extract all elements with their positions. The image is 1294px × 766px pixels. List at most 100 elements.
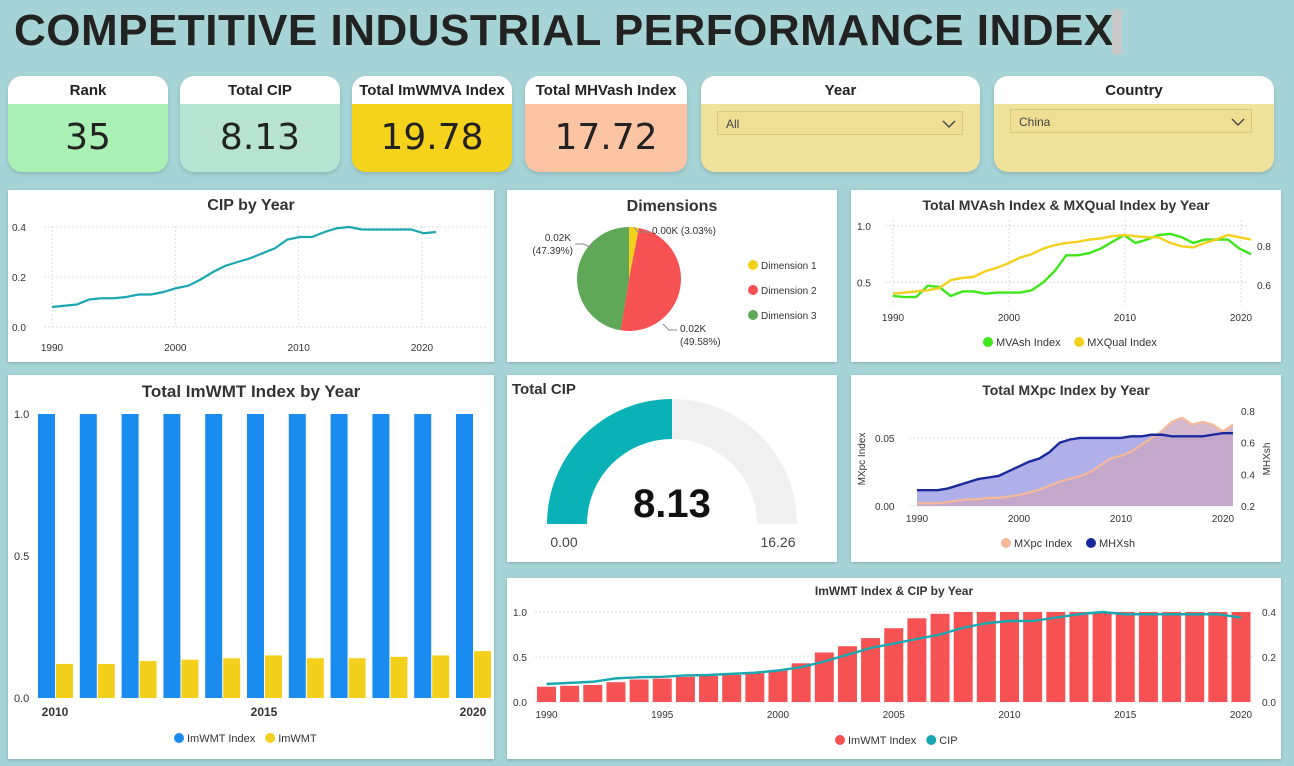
mvash-mxqual-card: Total MVAsh Index & MXQual Index by Year… — [851, 190, 1281, 362]
pie-leader-line — [575, 243, 594, 249]
bar — [1138, 612, 1158, 702]
x-tick-label: 1995 — [651, 710, 674, 721]
bar — [1185, 612, 1205, 702]
kpi-mhvash-value: 17.72 — [525, 104, 687, 172]
bar — [907, 618, 927, 702]
bar — [1162, 612, 1182, 702]
bar — [456, 414, 473, 698]
mxpc-card: Total MXpc Index by Year 0.00 0.05 0.2 0.4 0… — [851, 375, 1281, 562]
mvash-mxqual-chart: 0.5 1.0 0.6 0.8 1990 2000 2010 2020 MVAsh Index M… — [857, 220, 1271, 349]
pie-data-label: 0.02K — [545, 233, 571, 244]
legend-marker — [1001, 538, 1011, 548]
pie-data-label: (49.58%) — [680, 337, 721, 348]
cip-by-year-title: CIP by Year — [207, 197, 295, 214]
cip-by-year-chart: 0.0 0.2 0.4 1990 2000 2010 2020 — [12, 223, 486, 354]
cip-line — [546, 610, 1242, 686]
y-tick-label: 0.5 — [14, 551, 29, 563]
cip-by-year-card: CIP by Year 0.0 0.2 0.4 1990 2000 2010 2020 — [8, 190, 494, 362]
legend-label: Dimension 1 — [761, 261, 817, 272]
imwmt-cip-chart: 0.0 0.5 1.0 0.0 0.2 0.4 1990 1995 2000 2005 2010 20… — [513, 608, 1276, 747]
mvash-mxqual-title: Total MVAsh Index & MXQual Index by Year — [922, 197, 1210, 213]
x-tick-label: 2000 — [767, 710, 790, 721]
pie-slice-1 — [629, 227, 639, 279]
pie-leader-line — [633, 226, 650, 233]
y-tick-label-right: 0.2 — [1241, 502, 1255, 513]
page-title: COMPETITIVE INDUSTRIAL PERFORMANCE INDEX — [14, 6, 1114, 55]
bar — [139, 661, 157, 698]
bar — [560, 685, 580, 702]
x-tick-label: 2010 — [998, 710, 1021, 721]
year-dropdown-value: All — [726, 117, 740, 131]
mxpc-title: Total MXpc Index by Year — [982, 382, 1150, 398]
x-tick-label: 2010 — [1114, 313, 1137, 324]
x-tick-label: 2000 — [1008, 514, 1031, 525]
x-tick-label: 1990 — [41, 343, 64, 354]
bar — [814, 652, 834, 702]
bar — [583, 684, 603, 702]
x-tick-label: 2020 — [1212, 514, 1235, 525]
x-tick-label: 2020 — [1230, 313, 1253, 324]
y-tick-label: 1.0 — [513, 608, 527, 619]
year-dropdown[interactable]: All — [717, 111, 963, 135]
imwmt-bar-chart: 0.0 0.5 1.0 2010 2015 2020 ImWMT Index ImWMT — [14, 409, 491, 745]
mxpc-chart: 0.00 0.05 0.2 0.4 0.6 0.8 MXpc Index MHXsh 1990 2… — [857, 407, 1273, 550]
bar — [288, 414, 306, 698]
legend-marker — [748, 285, 758, 295]
bar — [537, 686, 556, 702]
bar — [97, 663, 115, 698]
bar — [306, 658, 324, 698]
x-tick-label: 2020 — [1230, 710, 1253, 721]
bar — [652, 678, 672, 702]
imwmt-cip-title: ImWMT Index & CIP by Year — [814, 584, 974, 598]
bar — [1092, 612, 1112, 702]
year-slicer: Year All — [701, 76, 980, 172]
chevron-down-icon — [1231, 110, 1245, 142]
chevron-down-icon — [942, 112, 956, 144]
legend-marker — [748, 310, 758, 320]
x-tick-label: 2010 — [1110, 514, 1133, 525]
bar — [474, 651, 491, 698]
bar — [163, 414, 181, 698]
imwmt-cip-card: ImWMT Index & CIP by Year 0.0 0.5 1.0 0.0 0.… — [507, 578, 1281, 759]
x-tick-label: 2020 — [411, 343, 434, 354]
x-tick-label: 2010 — [288, 343, 311, 354]
country-dropdown[interactable]: China — [1010, 109, 1252, 133]
bar — [1231, 612, 1251, 702]
pie-slice-2 — [620, 227, 681, 331]
bar — [837, 646, 857, 702]
country-slicer-label: Country — [994, 76, 1274, 104]
pie-data-label: (47.39%) — [532, 246, 573, 257]
gauge-value: 8.13 — [633, 482, 711, 526]
legend-label: MVAsh Index — [996, 337, 1061, 349]
x-tick-label: 2015 — [1114, 710, 1137, 721]
bar — [56, 663, 73, 698]
bar — [38, 414, 55, 698]
title-accent-bar — [1112, 10, 1122, 54]
y-tick-label: 0.2 — [12, 273, 26, 284]
x-tick-label: 2000 — [998, 313, 1021, 324]
country-slicer: Country China — [994, 76, 1274, 172]
kpi-imwmva-card: Total ImWMVA Index 19.78 — [352, 76, 512, 172]
x-tick-label: 2000 — [164, 343, 187, 354]
pie-data-label: 0.02K — [680, 324, 706, 335]
legend-label: ImWMT — [278, 733, 317, 745]
bar — [1069, 612, 1089, 702]
y-tick-label-right: 0.4 — [1262, 608, 1276, 619]
bar — [414, 414, 432, 698]
bar — [745, 673, 765, 702]
bar — [1023, 612, 1043, 702]
legend-marker — [983, 337, 993, 347]
y-tick-label: 0.05 — [875, 434, 895, 445]
bar — [699, 675, 719, 702]
gauge-title: Total CIP — [512, 381, 576, 398]
bar — [930, 613, 950, 702]
x-tick-label: 1990 — [535, 710, 558, 721]
x-tick-label: 2020 — [460, 705, 487, 719]
legend-marker — [835, 735, 845, 745]
total-cip-gauge-card: Total CIP 8.13 0.00 16.26 — [507, 375, 837, 562]
imwmt-bar-title: Total ImWMT Index by Year — [141, 382, 361, 401]
y-tick-label: 0.4 — [12, 223, 26, 234]
kpi-rank-label: Rank — [8, 76, 168, 104]
bar — [432, 655, 450, 698]
x-tick-label: 1990 — [906, 514, 929, 525]
